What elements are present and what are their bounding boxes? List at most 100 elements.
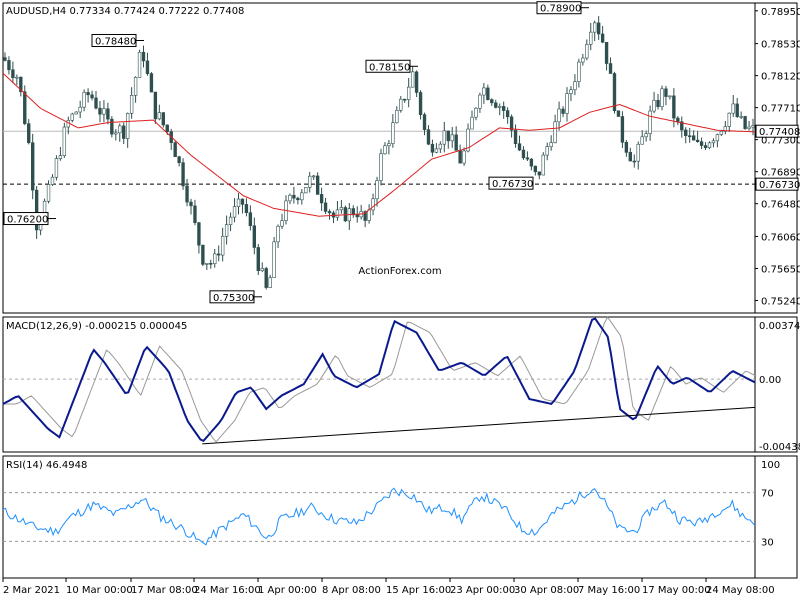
candle-body: [703, 145, 708, 149]
annotation-box: [488, 176, 534, 190]
candle-body: [304, 187, 308, 194]
price-tick-label: 0.77710: [761, 104, 800, 115]
rsi-tick-label: 100: [761, 460, 780, 471]
annotation-label: 0.75300: [213, 293, 254, 304]
x-tick-label: 24 May 08:00: [706, 585, 775, 596]
candle-body: [406, 86, 411, 100]
candle-body: [244, 204, 249, 213]
candle-body: [319, 194, 324, 204]
candle-body: [403, 98, 407, 101]
candle-body: [11, 69, 15, 79]
candle-body: [695, 139, 700, 142]
candle-body: [498, 106, 502, 108]
watermark: ActionForex.com: [358, 266, 441, 277]
candle-body: [149, 73, 154, 93]
candle-body: [157, 112, 162, 120]
candle-body: [434, 148, 439, 153]
candle-body: [343, 207, 348, 222]
candle-body: [600, 33, 605, 43]
candle-body: [684, 129, 688, 137]
candle-body: [691, 135, 696, 141]
candle-body: [517, 143, 522, 151]
candle-body: [490, 99, 494, 104]
candle-body: [727, 112, 731, 127]
candle-body: [399, 98, 403, 111]
candle-body: [616, 110, 621, 117]
rsi-panel-frame: [2, 455, 798, 579]
price-header: AUDUSD,H4 0.77334 0.77424 0.77222 0.7740…: [6, 6, 244, 17]
candle-body: [7, 60, 11, 71]
candle-body: [680, 121, 684, 131]
candle-body: [387, 143, 391, 147]
rsi-line: [2, 487, 756, 546]
candle-body: [581, 57, 585, 63]
moving-average-line: [2, 72, 756, 217]
candle-body: [34, 189, 39, 231]
candle-body: [644, 133, 648, 138]
candle-body: [699, 141, 704, 146]
rsi-header: RSI(14) 46.4948: [6, 460, 87, 471]
candle-body: [232, 206, 237, 218]
candle-body: [240, 198, 245, 205]
candle-body: [98, 107, 102, 115]
candle-body: [652, 99, 656, 112]
candle-body: [565, 93, 569, 114]
candle-body: [15, 76, 19, 79]
candle-body: [446, 130, 450, 142]
candle-body: [296, 197, 300, 201]
candle-body: [537, 171, 541, 176]
candle-body: [323, 202, 328, 212]
candle-body: [422, 114, 427, 130]
candle-body: [82, 92, 86, 108]
candle-body: [414, 71, 419, 93]
candle-body: [557, 108, 561, 123]
candle-body: [141, 51, 146, 62]
price-tick-label: 0.77300: [761, 136, 800, 147]
candle-body: [501, 106, 506, 111]
candle-body: [118, 125, 122, 134]
candle-body: [379, 153, 383, 181]
candle-body: [688, 135, 692, 138]
candle-body: [312, 175, 316, 178]
candle-body: [418, 92, 423, 115]
annotation-label: 0.76730: [492, 179, 533, 190]
candle-body: [256, 247, 260, 271]
current-price-box: [755, 124, 799, 138]
candle-body: [719, 130, 724, 135]
candle-body: [70, 113, 74, 121]
candle-body: [54, 158, 59, 178]
rsi-tick-label: 30: [761, 537, 774, 548]
candle-body: [272, 241, 276, 279]
candle-body: [86, 92, 90, 96]
candle-body: [561, 108, 565, 114]
candle-body: [521, 149, 526, 159]
candle-body: [454, 134, 458, 151]
price-tick-label: 0.78120: [761, 72, 800, 83]
candle-body: [482, 87, 486, 96]
annotation-label: 0.78150: [369, 62, 410, 73]
candle-body: [371, 198, 375, 211]
candle-body: [205, 262, 209, 265]
candle-body: [672, 95, 676, 119]
price-panel: ActionForex.com AUDUSD,H4 0.77334 0.77424…: [2, 1, 800, 314]
candle-body: [90, 94, 94, 99]
price-tick-label: 0.76890: [761, 168, 800, 179]
candle-body: [217, 253, 221, 256]
price-tick-label: 0.78530: [761, 40, 800, 51]
candle-body: [608, 63, 613, 74]
rsi-panel: RSI(14) 46.4948 100 70 30: [2, 455, 798, 579]
candle-body: [137, 51, 142, 78]
candle-body: [509, 116, 514, 131]
candle-body: [30, 142, 35, 191]
candle-body: [711, 140, 716, 144]
candle-body: [165, 124, 169, 132]
x-tick-label: 1 Apr 00:00: [258, 585, 317, 596]
candle-body: [177, 156, 181, 163]
candle-body: [153, 91, 158, 120]
macd-header: MACD(12,26,9) -0.000215 0.000045: [6, 321, 187, 332]
candle-body: [549, 142, 553, 147]
candle-body: [438, 143, 443, 150]
candle-body: [426, 129, 431, 145]
candle-body: [78, 106, 82, 113]
